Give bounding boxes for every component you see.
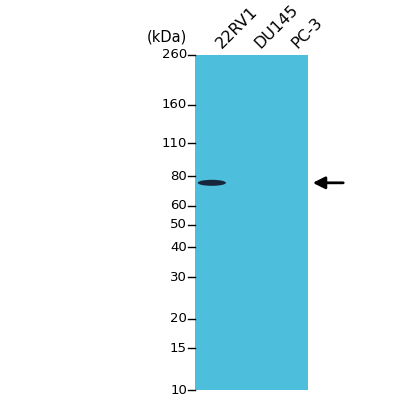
Text: 260: 260 [162, 48, 187, 62]
Text: DU145: DU145 [252, 2, 301, 51]
Text: 40: 40 [170, 241, 187, 254]
Text: PC-3: PC-3 [289, 14, 326, 51]
Text: 80: 80 [170, 170, 187, 183]
Text: 110: 110 [162, 137, 187, 150]
Text: 20: 20 [170, 312, 187, 325]
Text: 10: 10 [170, 384, 187, 396]
Ellipse shape [198, 180, 226, 186]
Text: (kDa): (kDa) [147, 30, 187, 44]
Text: 15: 15 [170, 342, 187, 355]
Text: 22RV1: 22RV1 [214, 4, 261, 51]
Text: 50: 50 [170, 218, 187, 231]
Text: 30: 30 [170, 270, 187, 284]
Text: 160: 160 [162, 98, 187, 112]
Text: 60: 60 [170, 199, 187, 212]
Bar [195, 55, 308, 390]
